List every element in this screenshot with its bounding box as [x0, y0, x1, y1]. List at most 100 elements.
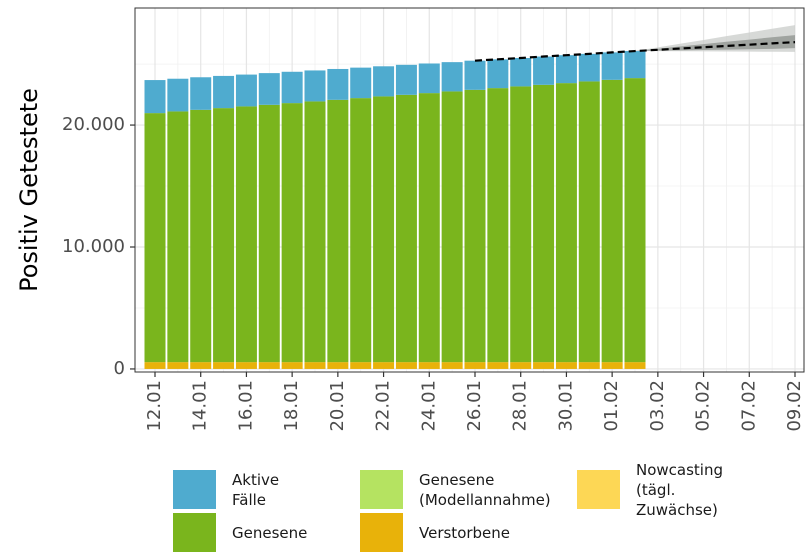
- forecast-line: [474, 41, 796, 62]
- bar-segment: [601, 52, 623, 80]
- y-tick-label: 0: [114, 358, 125, 379]
- bar-segment: [258, 104, 280, 363]
- x-tick-label: 03.02: [647, 380, 668, 432]
- x-tick-label: 26.01: [464, 380, 485, 432]
- legend-swatch: [360, 470, 403, 509]
- y-tick-label: 20.000: [62, 114, 125, 135]
- x-tick-label: 24.01: [418, 380, 439, 432]
- bar-segment: [441, 91, 463, 363]
- legend-swatch: [173, 470, 216, 509]
- bar-segment: [190, 77, 212, 110]
- bar-segment: [533, 84, 555, 363]
- legend-label: Verstorbene: [419, 523, 511, 542]
- bar-segment: [464, 362, 486, 369]
- bar-segment: [281, 103, 303, 363]
- x-tick-label: 20.01: [327, 380, 348, 432]
- bar-segment: [235, 74, 257, 107]
- x-tick-label: 09.02: [784, 380, 805, 432]
- bar-segment: [624, 362, 646, 369]
- bar-segment: [624, 78, 646, 363]
- bar-segment: [487, 59, 509, 89]
- bar-segment: [258, 362, 280, 369]
- plot-border: [134, 7, 805, 373]
- bar-segment: [395, 64, 417, 95]
- bar-segment: [555, 362, 577, 369]
- bar-segment: [418, 63, 440, 94]
- bar-segment: [144, 113, 166, 363]
- bar-segment: [555, 83, 577, 363]
- bar-segment: [304, 362, 326, 369]
- bar-segment: [167, 111, 189, 363]
- bar-segment: [510, 362, 532, 369]
- bar-segment: [510, 86, 532, 363]
- x-tick-label: 30.01: [555, 380, 576, 432]
- bar-segment: [578, 53, 600, 82]
- bar-segment: [281, 362, 303, 369]
- bar-segment: [487, 88, 509, 363]
- x-tick-label: 22.01: [373, 380, 394, 432]
- bar-segment: [533, 362, 555, 369]
- bar-segment: [190, 362, 212, 369]
- bar-segment: [578, 362, 600, 369]
- x-tick-label: 28.01: [510, 380, 531, 432]
- legend-swatch: [173, 513, 216, 552]
- bar-segment: [304, 70, 326, 102]
- bar-segment: [167, 362, 189, 369]
- legend-label: Genesene: [232, 523, 308, 542]
- bar-segment: [418, 362, 440, 369]
- bar-segment: [235, 362, 257, 369]
- x-tick-label: 01.02: [601, 380, 622, 432]
- x-tick-label: 14.01: [190, 380, 211, 432]
- legend-swatch: [577, 470, 620, 509]
- bar-segment: [464, 60, 486, 90]
- bar-segment: [304, 101, 326, 363]
- forecast-band: [634, 35, 795, 52]
- x-tick-label: 12.01: [144, 380, 165, 432]
- x-tick-label: 16.01: [235, 380, 256, 432]
- bar-segment: [395, 362, 417, 369]
- bar-segment: [213, 75, 235, 109]
- legend-label: Aktive Fälle: [232, 470, 280, 509]
- bar-segment: [327, 362, 349, 369]
- bar-segment: [213, 108, 235, 363]
- bar-segment: [487, 362, 509, 369]
- bar-segment: [258, 73, 280, 105]
- legend: Aktive Fälle Genesene Genesene (Modellanna…: [173, 460, 793, 552]
- bar-segment: [281, 71, 303, 104]
- legend-label: Genesene (Modellannahme): [419, 470, 551, 509]
- x-tick-label: 18.01: [281, 380, 302, 432]
- bar-segment: [555, 55, 577, 84]
- bar-segment: [533, 56, 555, 85]
- bar-segment: [601, 79, 623, 363]
- bar-segment: [441, 62, 463, 92]
- bar-segment: [578, 81, 600, 363]
- x-tick-label: 07.02: [738, 380, 759, 432]
- bar-segment: [373, 66, 395, 97]
- bar-segment: [510, 57, 532, 87]
- bar-segment: [167, 78, 189, 112]
- bar-segment: [464, 89, 486, 363]
- x-tick-label: 05.02: [693, 380, 714, 432]
- bar-segment: [350, 362, 372, 369]
- bar-segment: [418, 93, 440, 363]
- legend-swatch: [360, 513, 403, 552]
- bar-segment: [373, 96, 395, 363]
- bar-segment: [190, 109, 212, 363]
- y-axis-title: Positiv Getestete: [15, 88, 43, 292]
- bar-segment: [624, 51, 646, 79]
- bar-segment: [327, 99, 349, 363]
- bar-segment: [144, 80, 166, 114]
- bar-segment: [144, 362, 166, 369]
- y-tick-label: 10.000: [62, 236, 125, 257]
- bar-segment: [327, 68, 349, 100]
- legend-label: Nowcasting (tägl. Zuwächse): [636, 460, 723, 519]
- bar-segment: [350, 67, 372, 99]
- bar-segment: [395, 94, 417, 363]
- bar-segment: [373, 362, 395, 369]
- bar-segment: [601, 362, 623, 369]
- bar-segment: [235, 106, 257, 363]
- bar-segment: [213, 362, 235, 369]
- bar-segment: [350, 98, 372, 363]
